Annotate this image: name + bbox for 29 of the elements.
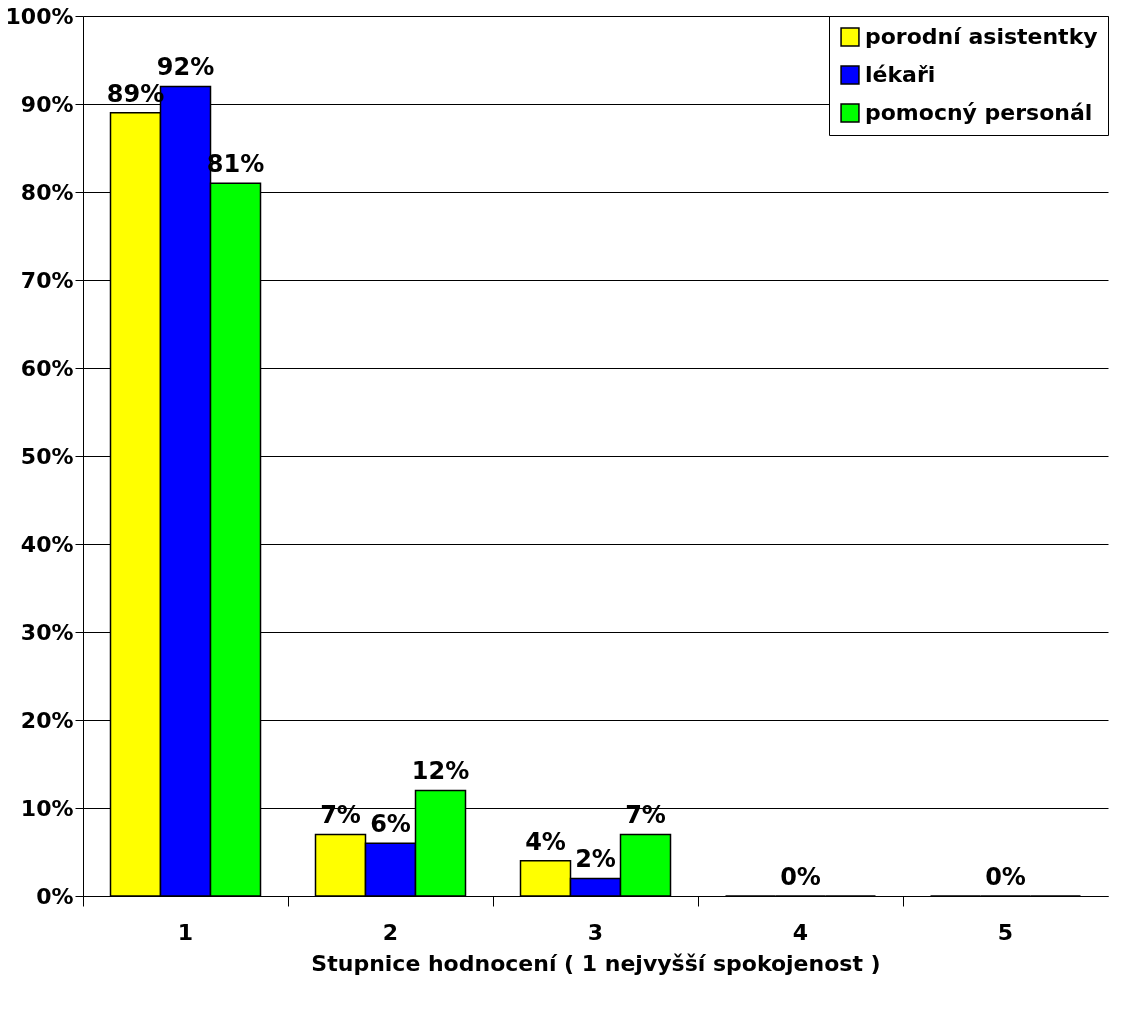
- data-label: 2%: [575, 845, 616, 874]
- data-label: 92%: [156, 53, 215, 82]
- y-tick-label: 20%: [20, 707, 74, 733]
- y-tick-label: 10%: [20, 795, 74, 821]
- x-tick-label: 3: [587, 919, 604, 945]
- data-label: 7%: [320, 801, 361, 830]
- x-tick-label: 1: [177, 919, 194, 945]
- data-label: 0%: [780, 863, 821, 891]
- y-tick-label: 100%: [5, 3, 74, 29]
- y-tick-label: 0%: [36, 883, 74, 909]
- x-tick-label: 2: [382, 919, 399, 945]
- y-tick-label: 40%: [20, 531, 74, 557]
- legend-label: porodní asistentky: [865, 24, 1098, 49]
- data-label: 7%: [625, 801, 666, 830]
- y-tick-label: 80%: [20, 179, 74, 205]
- x-axis-title: Stupnice hodnocení ( 1 nejvyšší spokojenost ): [311, 950, 881, 976]
- y-tick-label: 50%: [20, 443, 74, 469]
- x-tick-label: 4: [792, 919, 809, 945]
- data-label: 0%: [985, 863, 1026, 891]
- data-label: 12%: [411, 757, 470, 786]
- y-tick-label: 70%: [20, 267, 74, 293]
- legend-label: pomocný personál: [865, 100, 1093, 125]
- data-label: 4%: [525, 827, 566, 856]
- y-tick-label: 60%: [20, 355, 74, 381]
- y-tick-label: 90%: [20, 91, 74, 117]
- legend-label: lékaři: [865, 62, 936, 87]
- y-tick-label: 30%: [20, 619, 74, 645]
- data-label: 6%: [370, 810, 411, 839]
- x-tick-label: 5: [997, 919, 1014, 945]
